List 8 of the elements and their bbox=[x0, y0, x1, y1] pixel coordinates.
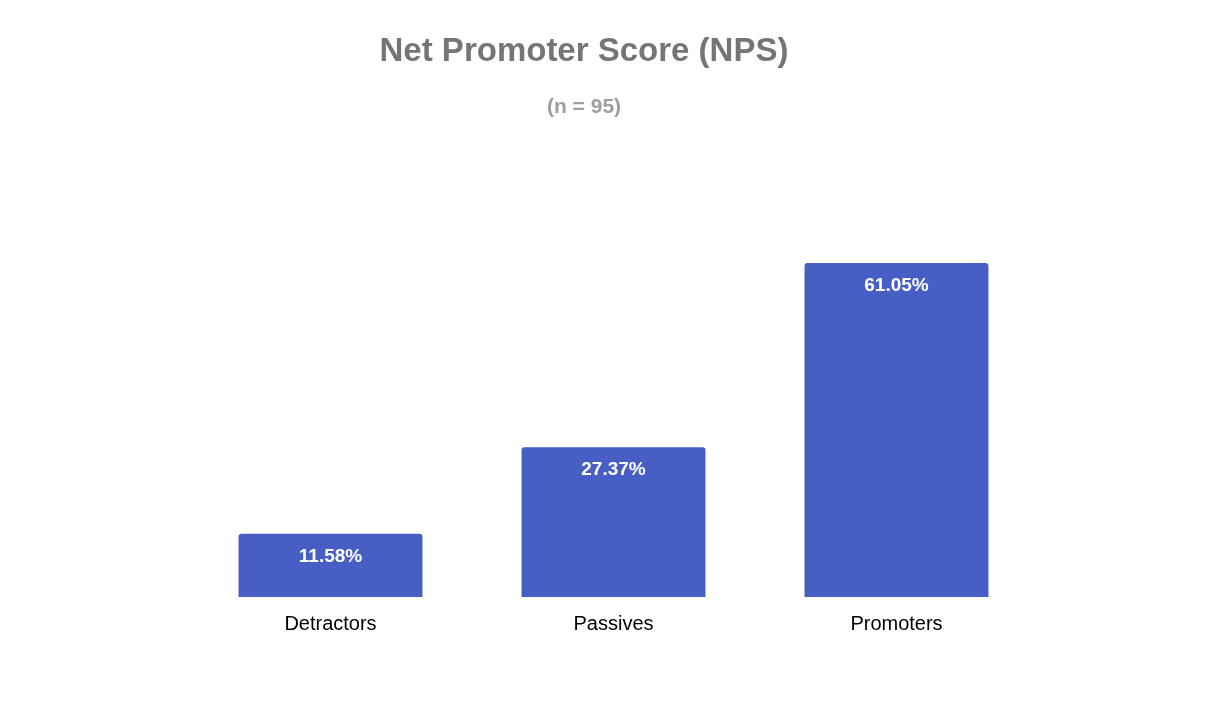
chart-title: Net Promoter Score (NPS) bbox=[379, 31, 789, 68]
data-label: 61.05% bbox=[864, 274, 929, 295]
data-label: 27.37% bbox=[581, 458, 646, 480]
x-tick-label: Detractors bbox=[284, 612, 377, 634]
x-tick-label: Passives bbox=[573, 612, 654, 634]
x-tick-label: Promoters bbox=[850, 612, 943, 634]
data-label: 11.58% bbox=[298, 544, 363, 566]
chart-subtitle: (n = 95) bbox=[546, 94, 622, 117]
